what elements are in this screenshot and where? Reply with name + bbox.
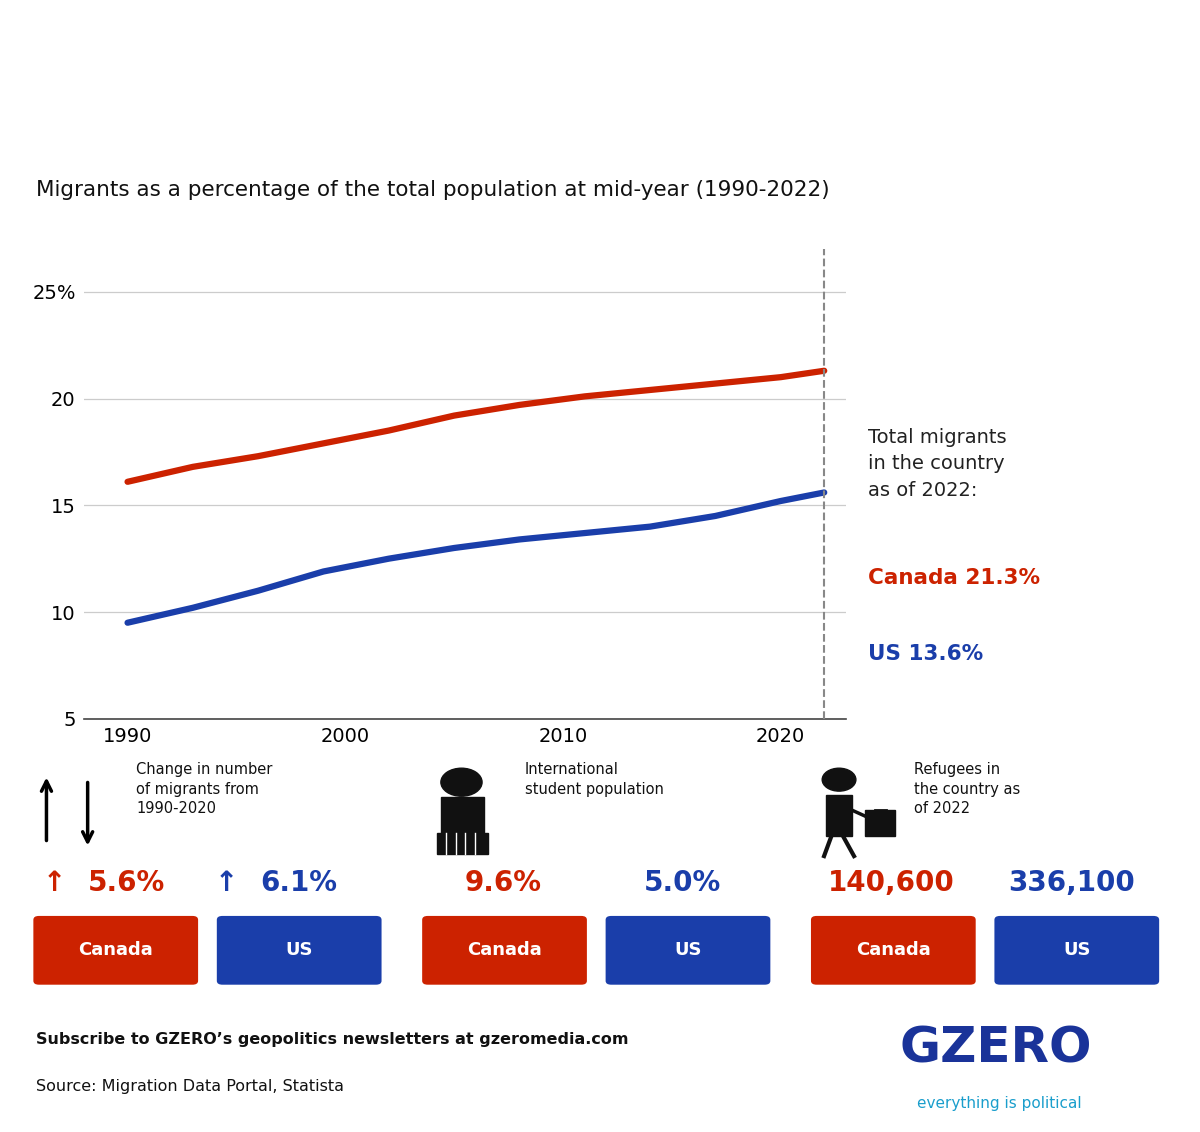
Text: Total migrants
in the country
as of 2022:: Total migrants in the country as of 2022…: [869, 428, 1007, 499]
Text: Refugees in
the country as
of 2022: Refugees in the country as of 2022: [914, 762, 1020, 816]
Text: everything is political: everything is political: [917, 1096, 1081, 1112]
Text: US: US: [1063, 942, 1091, 959]
Bar: [865, 811, 895, 835]
Text: Canada 21.3%: Canada 21.3%: [869, 568, 1040, 589]
Bar: [437, 833, 487, 854]
FancyBboxPatch shape: [217, 916, 382, 985]
Text: 5.0%: 5.0%: [643, 869, 721, 897]
Text: Migrant populations in Canada and the US: Migrant populations in Canada and the US: [0, 49, 1200, 101]
Bar: [440, 797, 484, 843]
Text: Source: Migration Data Portal, Statista: Source: Migration Data Portal, Statista: [36, 1079, 343, 1094]
Text: US 13.6%: US 13.6%: [869, 644, 983, 663]
Text: ↑: ↑: [43, 869, 66, 897]
Text: International
student population: International student population: [526, 762, 664, 797]
FancyBboxPatch shape: [422, 916, 587, 985]
Circle shape: [440, 769, 482, 796]
Text: Change in number
of migrants from
1990-2020: Change in number of migrants from 1990-2…: [137, 762, 272, 816]
Text: Canada: Canada: [467, 942, 542, 959]
Text: US: US: [286, 942, 313, 959]
Text: GZERO: GZERO: [900, 1024, 1092, 1072]
Text: Migrants as a percentage of the total population at mid-year (1990-2022): Migrants as a percentage of the total po…: [36, 180, 829, 199]
Text: 140,600: 140,600: [828, 869, 955, 897]
Text: US: US: [674, 942, 702, 959]
Text: ↑: ↑: [215, 869, 238, 897]
Bar: [826, 795, 852, 835]
FancyBboxPatch shape: [995, 916, 1159, 985]
FancyBboxPatch shape: [34, 916, 198, 985]
Text: Subscribe to GZERO’s geopolitics newsletters at gzeromedia.com: Subscribe to GZERO’s geopolitics newslet…: [36, 1031, 628, 1047]
Text: 336,100: 336,100: [1008, 869, 1134, 897]
FancyBboxPatch shape: [606, 916, 770, 985]
Text: 6.1%: 6.1%: [260, 869, 337, 897]
Text: 9.6%: 9.6%: [464, 869, 541, 897]
FancyBboxPatch shape: [811, 916, 976, 985]
Text: 5.6%: 5.6%: [88, 869, 164, 897]
Circle shape: [822, 769, 856, 791]
Text: Canada: Canada: [78, 942, 154, 959]
Text: Canada: Canada: [856, 942, 931, 959]
